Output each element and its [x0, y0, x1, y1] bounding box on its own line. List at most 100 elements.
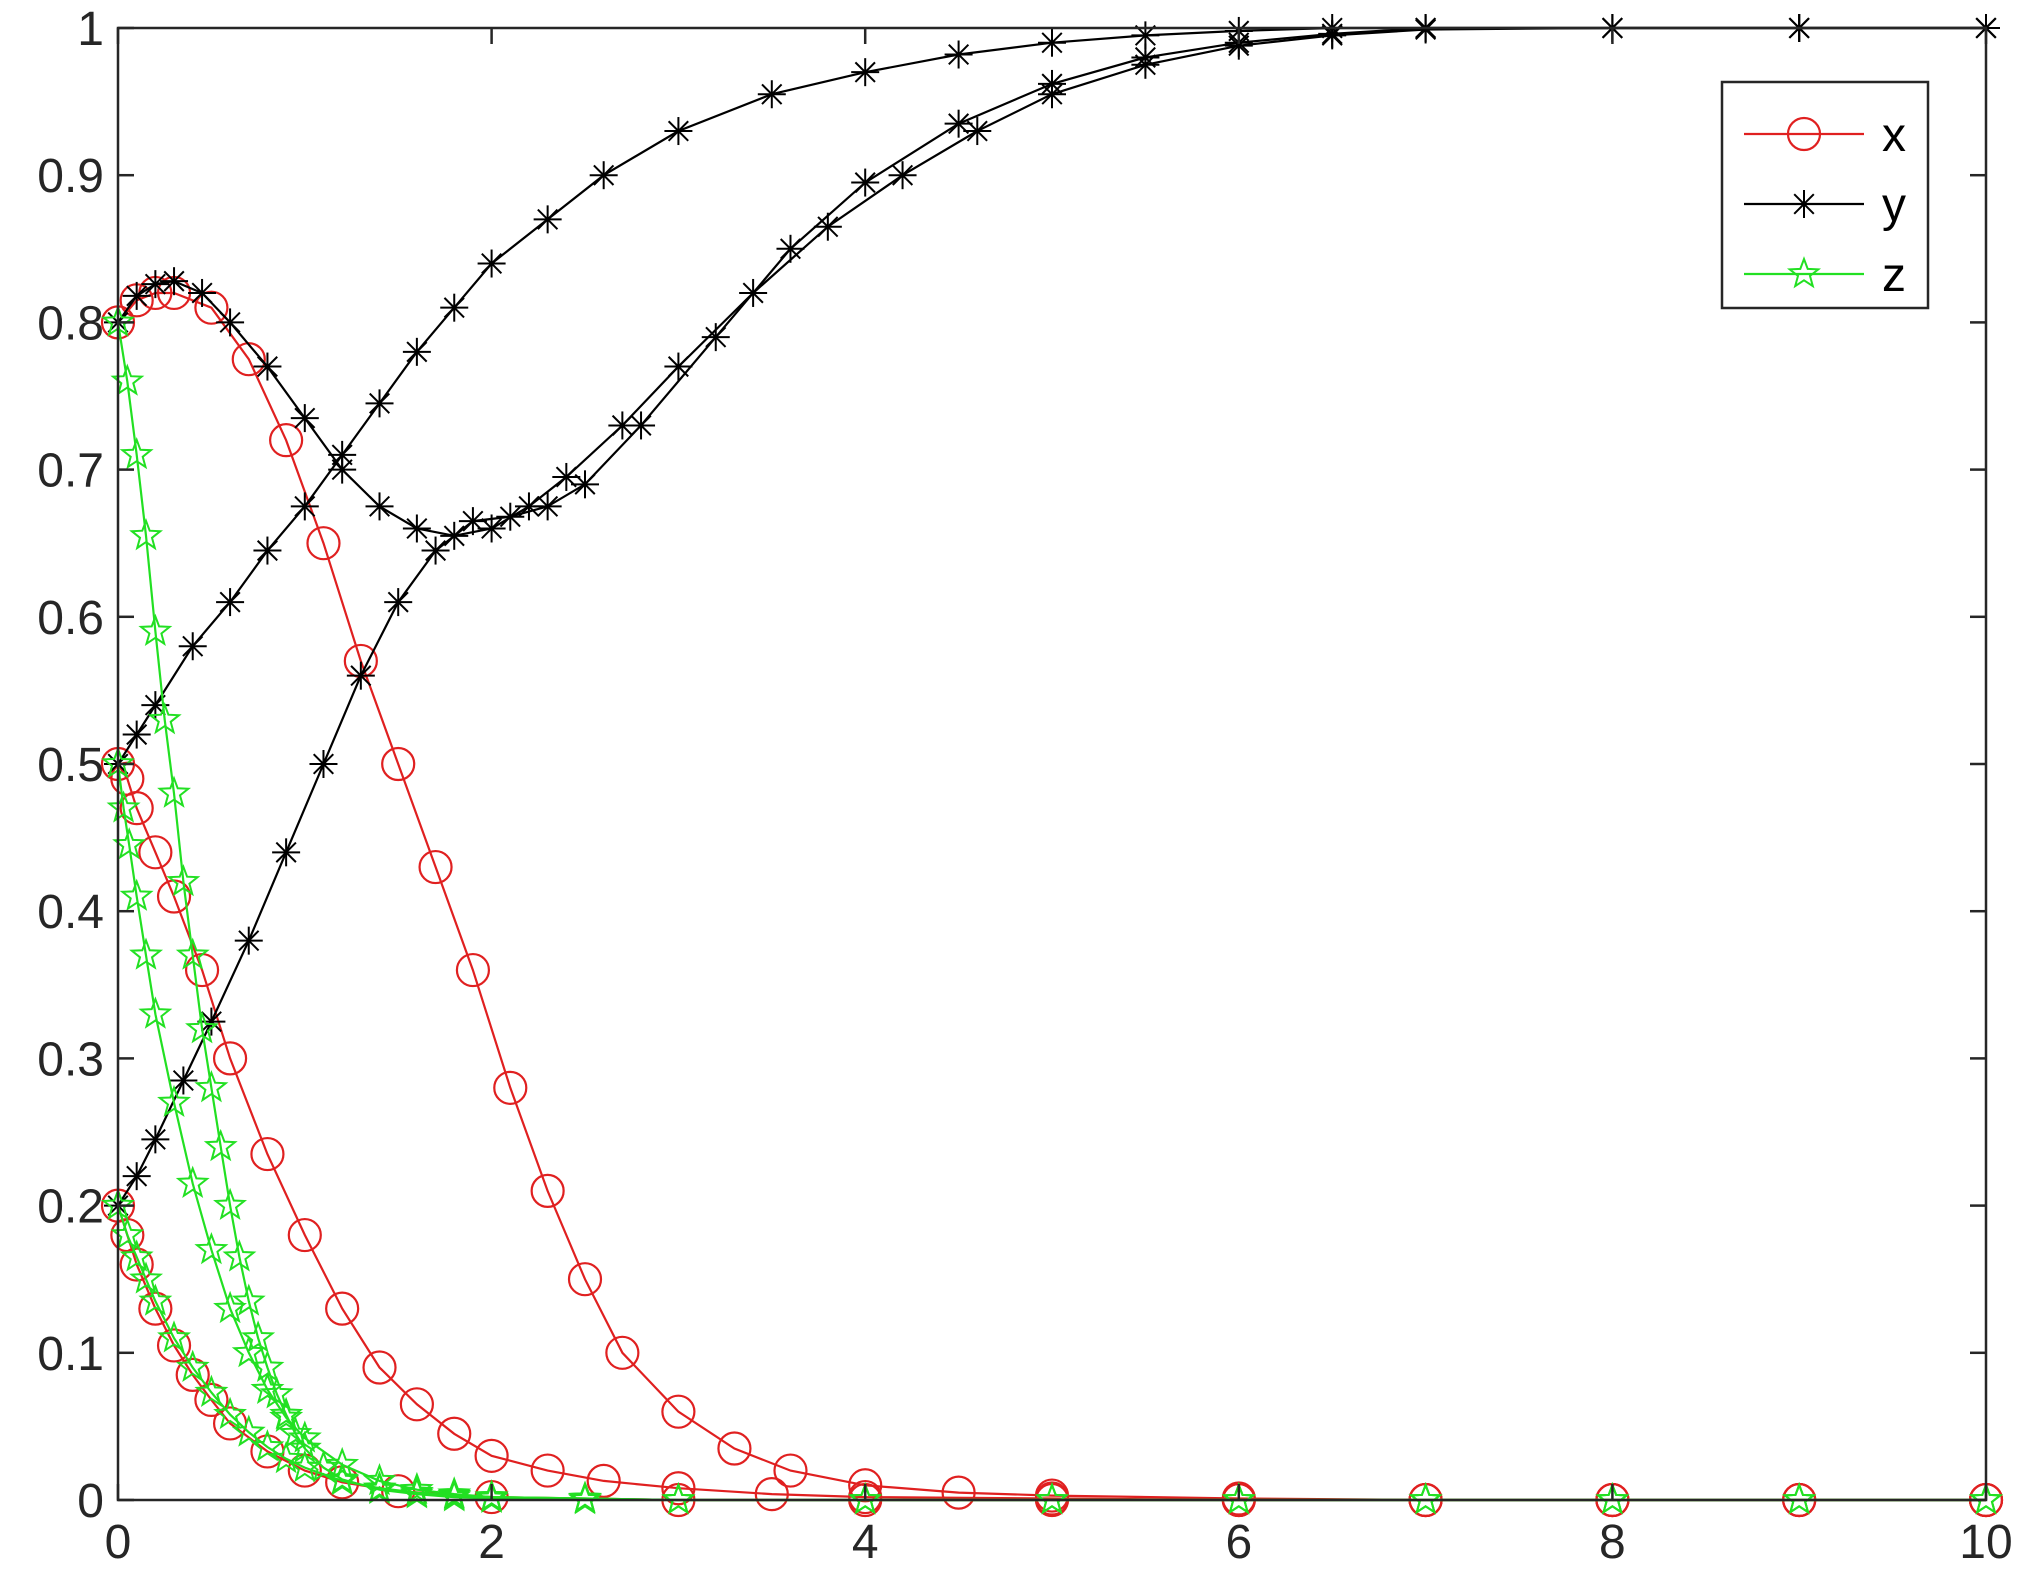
data-point-x — [175, 1357, 210, 1392]
data-point-z — [231, 1414, 266, 1447]
data-point-z — [203, 1128, 238, 1162]
data-point-z — [147, 701, 182, 735]
data-point-z — [138, 996, 173, 1029]
data-point-y — [851, 168, 880, 197]
data-point-z — [119, 878, 154, 911]
data-point-z — [157, 1084, 192, 1117]
data-point-x — [212, 1041, 248, 1076]
data-point-y — [589, 161, 618, 190]
data-point-x — [381, 1474, 416, 1509]
data-point-z — [1782, 1482, 1817, 1515]
data-point-z — [325, 1446, 360, 1480]
data-point-y — [216, 588, 245, 617]
data-point-y — [384, 588, 413, 617]
data-point-y — [365, 389, 394, 418]
data-point-y — [440, 293, 469, 322]
data-point-x — [530, 1173, 565, 1208]
data-point-z — [157, 775, 192, 808]
data-point-x — [605, 1335, 640, 1370]
data-point-y — [944, 109, 973, 138]
data-point-y — [402, 337, 431, 366]
data-point-y — [365, 492, 394, 521]
data-point-z — [399, 1471, 434, 1505]
data-point-z — [567, 1482, 603, 1515]
data-point-y — [1038, 69, 1066, 98]
data-point-z — [222, 1239, 257, 1272]
data-point-z — [848, 1482, 883, 1515]
data-point-y — [627, 411, 656, 440]
data-point-x — [848, 1468, 883, 1503]
data-point-y — [664, 117, 693, 146]
data-point-z — [129, 1261, 164, 1294]
data-point-z — [213, 1187, 248, 1220]
data-point-y — [122, 281, 151, 310]
data-point-x — [717, 1431, 752, 1466]
data-point-z — [231, 1334, 266, 1368]
data-point-y — [533, 205, 562, 234]
data-point-z — [474, 1479, 509, 1512]
data-point-z — [287, 1420, 322, 1453]
series-line-y — [117, 26, 1986, 1207]
legend-label-y: y — [1882, 179, 1906, 232]
data-point-x — [306, 526, 341, 561]
data-point-z — [138, 1283, 173, 1316]
data-point-z — [185, 1011, 220, 1044]
data-point-x — [269, 423, 304, 458]
y-tick-label: 0 — [77, 1475, 104, 1528]
data-point-z — [1221, 1482, 1256, 1515]
data-point-x — [194, 290, 229, 325]
data-point-y — [328, 440, 357, 469]
y-tick-label: 0.4 — [37, 886, 104, 939]
data-point-z — [250, 1429, 285, 1462]
data-point-y — [552, 462, 581, 491]
data-point-y — [421, 536, 450, 565]
data-point-x — [194, 1382, 229, 1418]
data-point-z — [194, 1374, 229, 1408]
data-point-z — [110, 1217, 145, 1250]
data-point-x — [287, 1217, 322, 1253]
data-point-z — [269, 1399, 304, 1432]
data-point-z — [1034, 1482, 1070, 1515]
data-point-z — [362, 1471, 397, 1505]
data-point-y — [216, 308, 245, 337]
data-point-z — [110, 363, 145, 396]
data-point-x — [754, 1477, 789, 1512]
data-point-y — [701, 323, 730, 352]
data-point-x — [119, 791, 154, 826]
data-point-y — [888, 161, 917, 190]
data-point-y — [253, 536, 282, 565]
data-point-z — [1408, 1482, 1443, 1515]
y-tick-label: 0.3 — [37, 1033, 104, 1086]
legend-marker-z — [1786, 256, 1822, 289]
data-point-y — [160, 267, 189, 296]
data-point-y — [776, 234, 805, 263]
data-point-y — [346, 661, 375, 690]
data-point-y — [533, 492, 562, 521]
data-point-z — [175, 1165, 210, 1199]
data-point-y — [944, 40, 973, 69]
y-tick-label: 0.2 — [37, 1181, 104, 1234]
data-point-z — [325, 1461, 360, 1494]
data-point-x — [773, 1453, 808, 1488]
y-tick-label: 0.5 — [37, 739, 104, 792]
data-point-z — [269, 1440, 304, 1474]
legend: xyz — [1720, 80, 1930, 310]
y-tick-label: 0.8 — [37, 297, 104, 350]
data-point-x — [418, 849, 453, 885]
data-point-x — [661, 1394, 696, 1429]
legend-label-x: x — [1882, 109, 1906, 162]
data-point-y — [178, 632, 207, 661]
legend-marker-y — [1790, 190, 1818, 218]
data-point-x — [474, 1438, 509, 1473]
data-point-z — [661, 1482, 696, 1515]
data-point-x — [661, 1471, 696, 1506]
y-tick-label: 0.7 — [37, 445, 104, 498]
data-point-x — [455, 952, 491, 988]
data-point-z — [194, 1231, 229, 1265]
data-point-z — [287, 1449, 322, 1483]
tick-layer: 0 2 4 6 8 10 0 0.1 0.2 0.3 0.4 0.5 0.6 0.7 0.8 0.9 1 — [37, 3, 2012, 1569]
data-point-z — [437, 1477, 472, 1510]
data-point-z — [119, 437, 154, 470]
